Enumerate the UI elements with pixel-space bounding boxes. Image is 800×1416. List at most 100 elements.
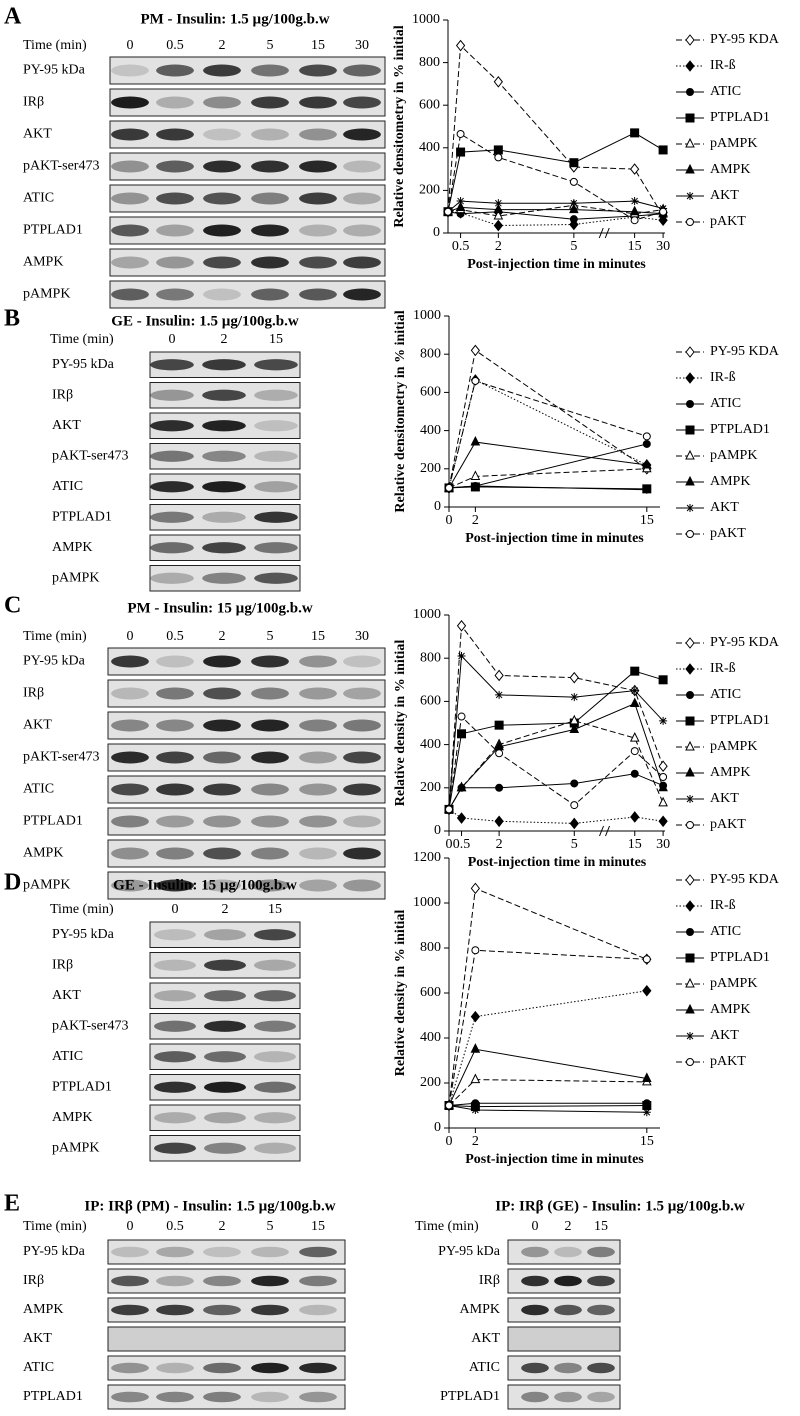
blot-band xyxy=(111,815,149,828)
blot-band xyxy=(343,879,381,892)
blot-band xyxy=(254,1020,296,1032)
legend-label: pAMPK xyxy=(710,739,757,754)
blot-band xyxy=(203,64,241,77)
marker xyxy=(494,720,504,730)
blot-row-label: pAKT-ser473 xyxy=(52,448,128,463)
series-line xyxy=(448,441,647,489)
blot-strip xyxy=(109,248,386,277)
marker xyxy=(685,663,695,675)
x-tick-label: 15 xyxy=(628,837,642,852)
blot-band xyxy=(554,1246,582,1258)
blot-band xyxy=(521,1275,549,1287)
legend-label: pAMPK xyxy=(710,448,757,463)
time-label: Time (min) xyxy=(23,1219,87,1234)
blot-band xyxy=(150,450,194,462)
blot-band xyxy=(111,1304,149,1316)
x-tick-label: 0 xyxy=(446,837,453,852)
blot-band xyxy=(156,1246,194,1258)
x-tick-label: 30 xyxy=(656,239,670,254)
blot-band xyxy=(299,96,337,109)
marker xyxy=(685,137,695,148)
blot-band xyxy=(202,389,246,401)
blot-strip xyxy=(109,280,386,309)
marker xyxy=(630,686,639,695)
blot-strip xyxy=(109,216,386,245)
marker xyxy=(629,205,640,216)
blot-band xyxy=(251,847,289,860)
y-tick-label: 1000 xyxy=(413,308,441,323)
blot-band xyxy=(150,572,194,584)
blot-row-label: AMPK xyxy=(23,1302,63,1317)
y-tick-label: 1000 xyxy=(413,895,441,910)
series-line xyxy=(448,808,664,824)
blot-band xyxy=(202,481,246,493)
series-line xyxy=(448,1048,647,1106)
blot-band xyxy=(202,359,246,371)
blot-band xyxy=(156,751,194,764)
blot-band xyxy=(156,256,194,269)
y-tick-label: 400 xyxy=(420,737,441,752)
series-line xyxy=(448,349,648,488)
blot-band xyxy=(150,511,194,523)
blot-row-label: ATIC xyxy=(52,479,83,494)
x-tick-label: 5 xyxy=(571,837,578,852)
blot-band xyxy=(554,1275,582,1287)
blot-band xyxy=(299,1304,337,1316)
panel-letter: E xyxy=(4,1191,20,1217)
blot-row-label: AKT xyxy=(23,127,52,142)
blot-band xyxy=(299,847,337,860)
blot-band xyxy=(251,96,289,109)
blot-band xyxy=(156,64,194,77)
marker xyxy=(457,712,466,721)
blot-band xyxy=(203,192,241,205)
marker xyxy=(493,75,503,88)
y-tick-label: 200 xyxy=(419,183,440,198)
marker xyxy=(456,197,465,206)
time-value: 0 xyxy=(169,332,176,347)
blot-band xyxy=(203,751,241,764)
blot-strip xyxy=(107,711,386,740)
blot-band xyxy=(587,1304,615,1316)
axis-break xyxy=(599,825,610,837)
marker xyxy=(445,805,453,814)
blot-band xyxy=(111,160,149,173)
blot-band xyxy=(203,128,241,141)
blot-band xyxy=(203,719,241,732)
series-line xyxy=(448,443,647,489)
time-value: 0 xyxy=(172,902,179,917)
blot-row-label: AKT xyxy=(23,1331,52,1346)
blot-band xyxy=(254,359,298,371)
blot-band xyxy=(150,359,194,371)
blot-band xyxy=(203,160,241,173)
panel-letter: A xyxy=(4,4,22,30)
blot-band xyxy=(156,815,194,828)
marker xyxy=(630,216,639,225)
blot-band xyxy=(251,1362,289,1374)
blot-row-label: pAMPK xyxy=(52,1140,99,1155)
x-tick-label: 15 xyxy=(640,1134,654,1149)
blot-band xyxy=(343,687,381,700)
legend-label: PY-95 KDA xyxy=(710,872,780,887)
blot-band xyxy=(343,256,381,269)
blot-band xyxy=(111,288,149,301)
blot-band xyxy=(254,1051,296,1063)
blot-row-label: AMPK xyxy=(52,540,92,555)
blot-band xyxy=(202,542,246,554)
legend-label: pAKT xyxy=(710,817,746,832)
blot-strip xyxy=(507,1239,621,1265)
blot-band xyxy=(204,929,246,941)
y-axis-label: Relative density in % initial xyxy=(393,910,408,1077)
marker xyxy=(630,811,640,823)
marker xyxy=(456,781,467,792)
legend-label: PTPLAD1 xyxy=(710,422,770,437)
blot-row-label: AKT xyxy=(52,418,81,433)
marker xyxy=(659,716,668,725)
blot-band xyxy=(156,655,194,668)
y-tick-label: 400 xyxy=(419,140,440,155)
time-value: 0 xyxy=(532,1219,539,1234)
blot-row-label: IRβ xyxy=(23,95,44,110)
blot-row-label: AKT xyxy=(471,1331,500,1346)
time-value: 30 xyxy=(355,38,369,53)
x-tick-label: 5 xyxy=(570,239,577,254)
marker xyxy=(659,207,668,216)
